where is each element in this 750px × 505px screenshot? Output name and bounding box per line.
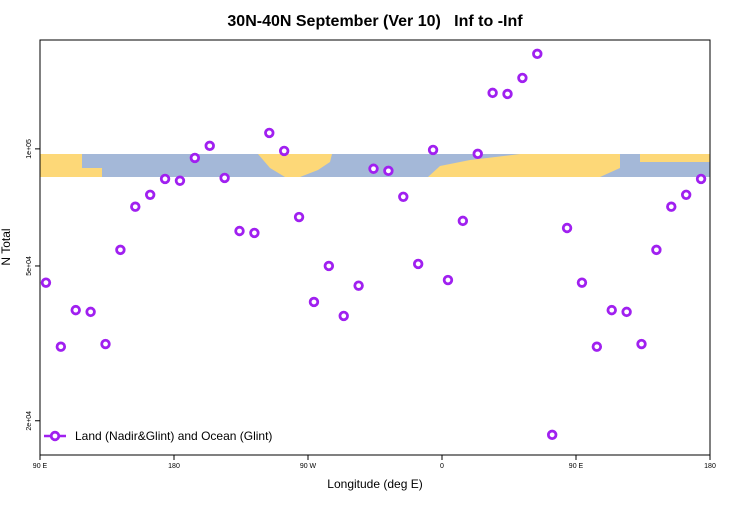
point [130, 201, 141, 212]
point [70, 304, 81, 316]
point [249, 227, 260, 239]
point [546, 429, 558, 441]
point [606, 304, 617, 316]
y-tick-label: 5e+04 [26, 256, 33, 276]
point [174, 175, 186, 186]
point [234, 225, 245, 237]
point [159, 173, 171, 185]
point [561, 222, 573, 234]
x-tick-label: 180 [704, 463, 716, 470]
point [487, 87, 498, 99]
land [82, 168, 102, 177]
point [308, 296, 320, 308]
point [457, 215, 469, 227]
point [219, 172, 230, 184]
point [264, 127, 275, 139]
point [353, 280, 364, 291]
point [472, 148, 483, 160]
land [258, 154, 332, 177]
point [115, 244, 126, 256]
land [428, 154, 620, 177]
point [293, 211, 305, 223]
point [517, 72, 528, 84]
plot-frame [39, 39, 711, 456]
point [427, 144, 439, 156]
legend-label: Land (Nadir&Glint) and Ocean (Glint) [75, 429, 272, 443]
point [651, 244, 662, 256]
x-tick-label: 90 W [300, 463, 317, 470]
x-tick-label: 0 [440, 463, 444, 470]
x-tick-label: 90 E [33, 463, 48, 470]
point [502, 88, 513, 100]
y-tick-label: 1e+05 [26, 139, 33, 159]
point [189, 152, 201, 164]
point [666, 201, 677, 212]
point [368, 163, 379, 174]
point [636, 338, 647, 350]
point [591, 341, 603, 352]
legend-marker [49, 430, 61, 442]
point [323, 260, 335, 272]
land [40, 154, 82, 177]
point [442, 274, 454, 286]
point [100, 338, 111, 350]
x-tick-label: 180 [168, 463, 180, 470]
point [278, 145, 290, 157]
point [398, 191, 409, 202]
chart-title: 30N-40N September (Ver 10) Inf to -Inf [227, 13, 523, 30]
point [144, 189, 156, 200]
y-tick-label: 2e+04 [26, 411, 33, 431]
point [412, 258, 424, 270]
series [40, 48, 707, 441]
point [621, 306, 632, 318]
x-tick-label: 90 E [569, 463, 584, 470]
point [204, 140, 215, 152]
point [695, 173, 707, 185]
point [55, 341, 67, 352]
point [532, 48, 543, 60]
point [680, 189, 692, 200]
point [576, 277, 588, 288]
y-axis-label: N Total [0, 228, 13, 265]
point [338, 310, 349, 322]
x-axis-label: Longitude (deg E) [327, 477, 422, 491]
land [640, 154, 710, 162]
point [40, 277, 52, 288]
point [85, 306, 96, 318]
point [383, 165, 394, 177]
